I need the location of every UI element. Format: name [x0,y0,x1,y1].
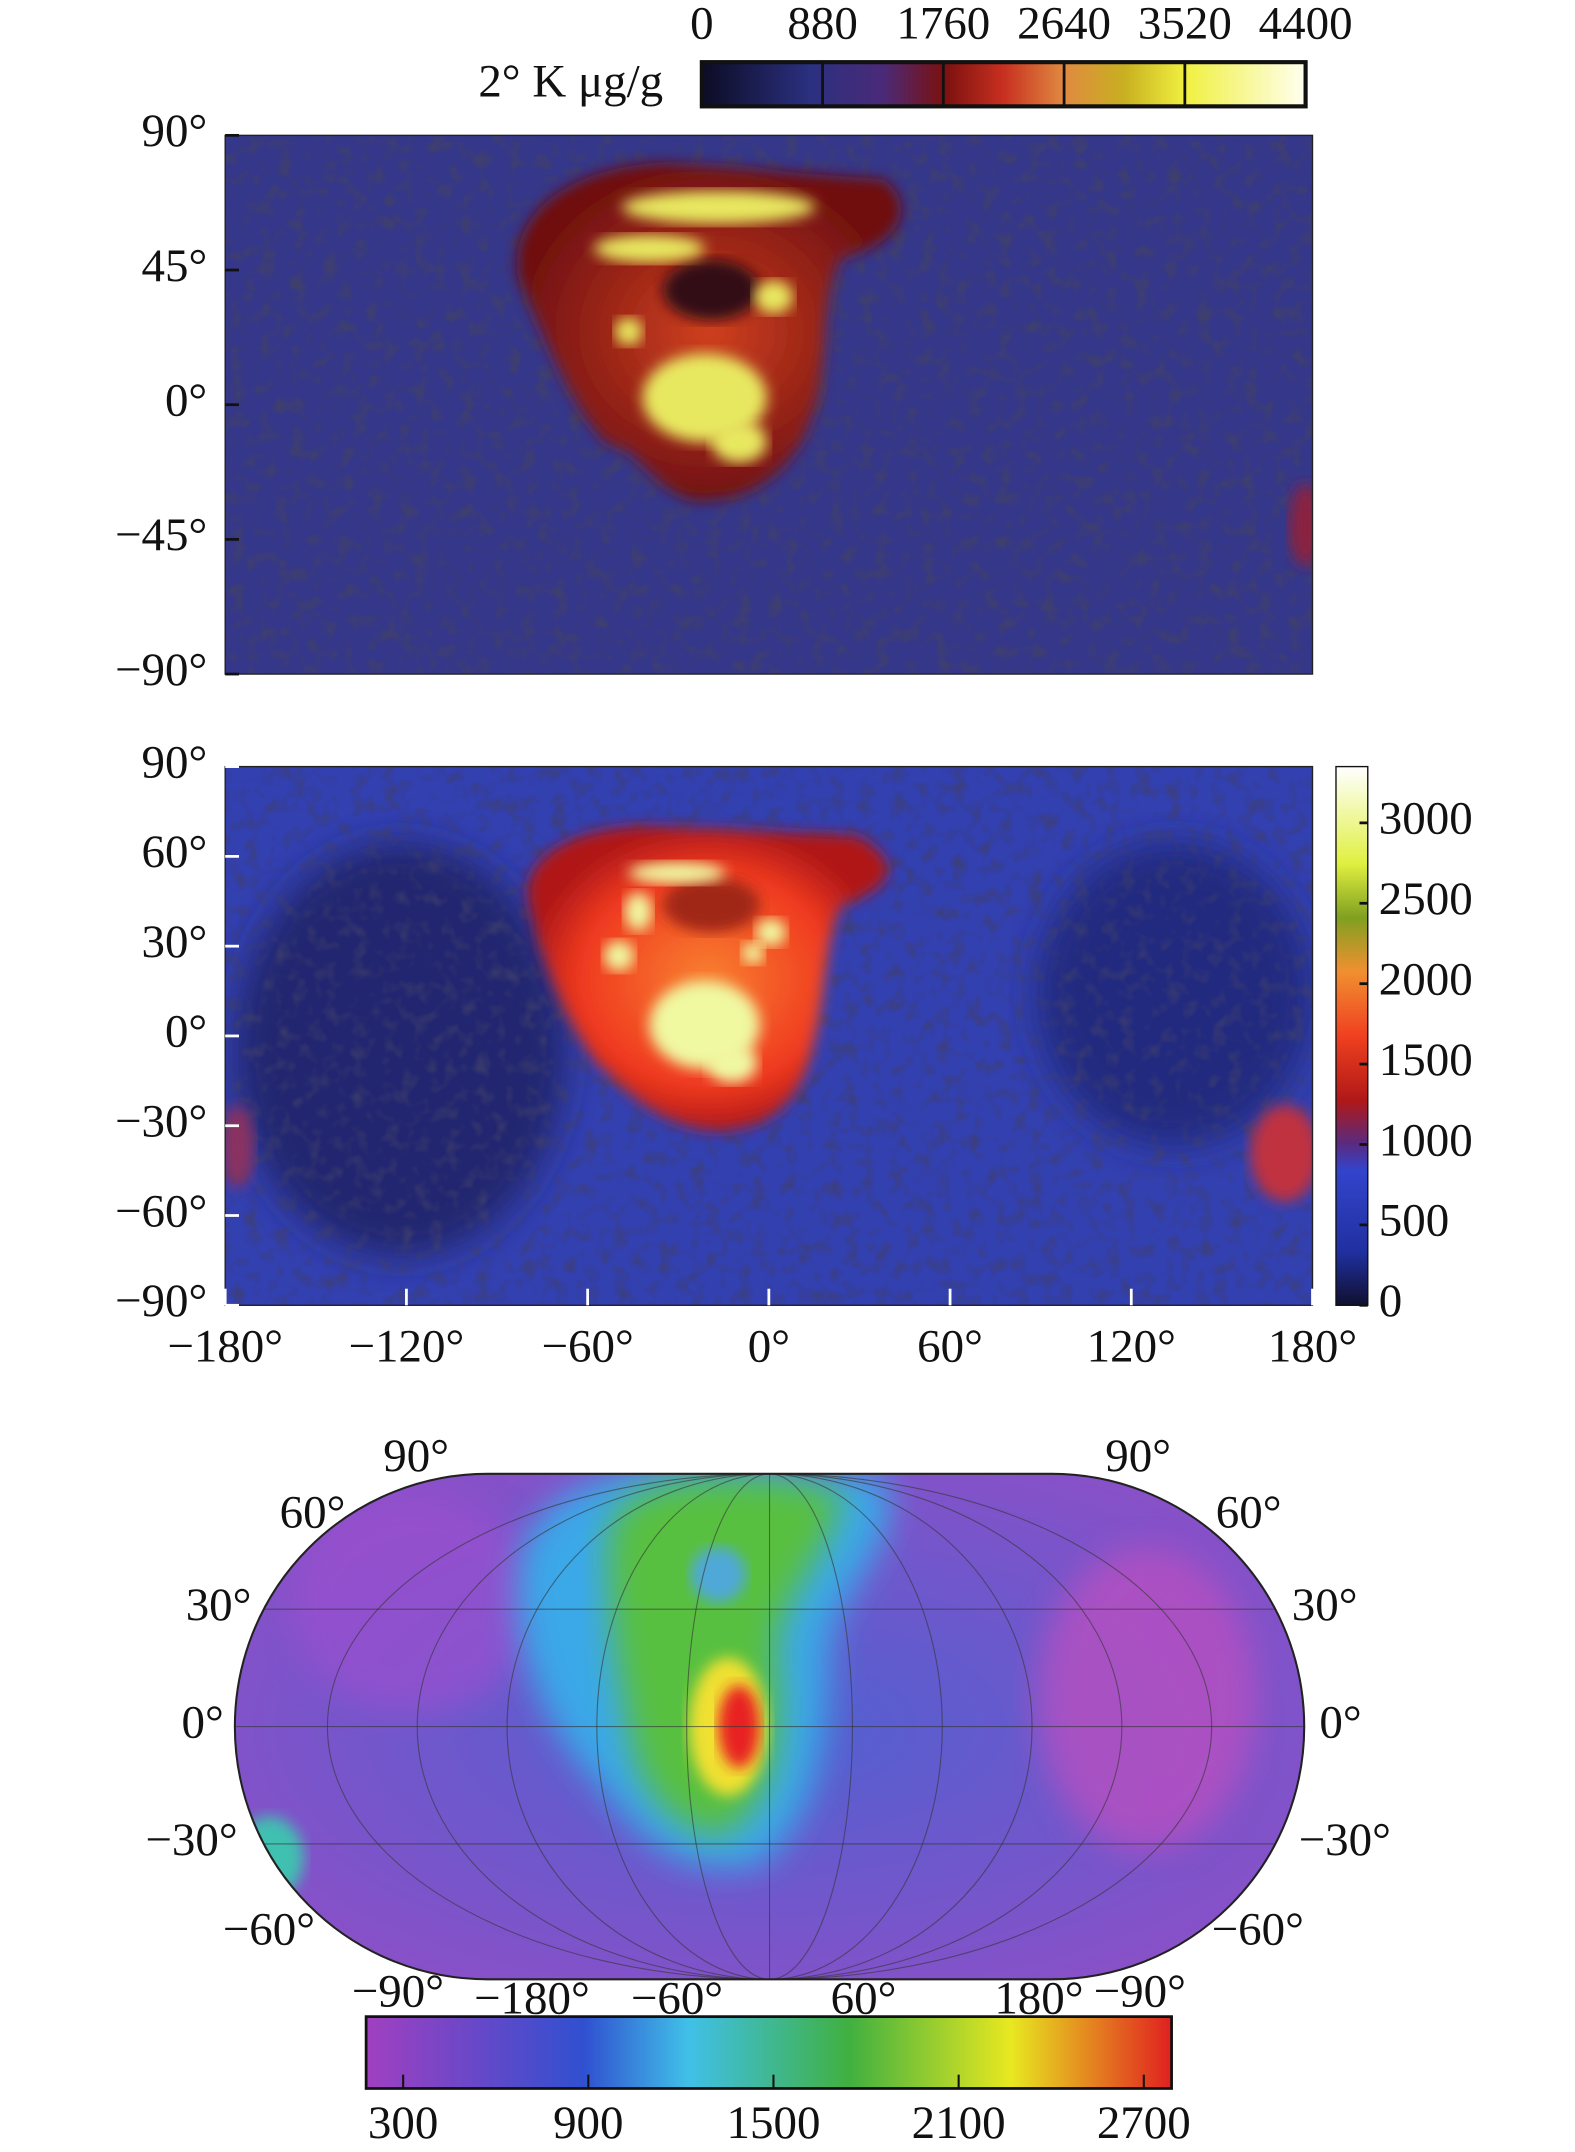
edge-glow [225,1105,255,1188]
colorbar-tick-label: 900 [553,2097,623,2149]
latitude-label: −30° [145,1814,237,1866]
colorbar-tick-label: 1760 [896,0,990,49]
colorbar [1335,765,1369,1306]
latitude-label: 30° [1292,1579,1358,1631]
y-tick-label: −60° [115,1185,207,1237]
bright-spot [621,190,816,224]
colorbar [699,60,1308,109]
colorbar-tick-label: 0 [1379,1275,1402,1327]
hot-region [527,825,888,1131]
bright-spot [624,892,653,931]
colorbar-tick-label: 2100 [912,2097,1006,2149]
meridian [416,1473,1123,1980]
bright-spot [741,942,765,965]
colorbar-tick-label: 1000 [1379,1114,1473,1166]
bright-spot [628,861,726,885]
x-tick-label: 120° [1087,1321,1176,1373]
bright-spot [614,317,643,346]
colorbar [364,2015,1173,2090]
colorbar-tick-label: 3000 [1379,793,1473,845]
colorbar-tick-label: 2500 [1379,873,1473,925]
latitude-label: −60° [223,1904,315,1956]
latitude-label: 60° [1216,1486,1282,1538]
x-tick-label: −180° [167,1321,283,1373]
colorbar-tick-label: 2700 [1097,2097,1191,2149]
longitude-label: −90° [1094,1966,1186,2018]
longitude-label: −90° [352,1966,444,2018]
meridian [506,1473,1033,1980]
bright-spot [707,1044,758,1083]
purple-region [290,1491,539,1713]
latitude-label: 90° [1105,1430,1171,1482]
colorbar-tick-label: 880 [787,0,857,49]
x-tick-label: −60° [542,1321,634,1373]
edge-glow [1250,1105,1313,1202]
latitude-label: 0° [1319,1696,1361,1748]
bright-spot [642,353,767,443]
x-tick-label: 180° [1268,1321,1357,1373]
latitude-label: 30° [186,1579,252,1631]
bright-spot [754,280,794,314]
x-tick-label: 0° [748,1321,790,1373]
colorbar-tick-label: 300 [368,2097,438,2149]
purple-region [1036,1547,1258,1851]
dark-basin [663,259,760,321]
green-region [607,1477,843,1838]
map-frame [233,1472,1306,1981]
bright-spot [755,918,787,947]
y-tick-label: 45° [141,240,207,292]
latitude-label: 60° [280,1486,346,1538]
y-tick-label: 0° [165,1006,207,1058]
dark-basin [663,877,760,933]
meridian [596,1473,943,1980]
y-tick-label: −45° [115,509,207,561]
colorbar-tick-label: 1500 [1379,1034,1473,1086]
bright-spot [594,234,705,263]
y-tick-label: 60° [141,826,207,878]
y-tick-label: −30° [115,1096,207,1148]
y-tick-label: 0° [165,374,207,426]
colorbar-tick-label: 2000 [1379,953,1473,1005]
cyan-corner [234,1816,304,1900]
colorbar-tick-label: 2640 [1017,0,1111,49]
colorbar-tick-label: 500 [1379,1195,1449,1247]
latitude-label: 0° [182,1696,224,1748]
bright-spot [603,940,635,972]
meridian [686,1473,853,1980]
y-tick-label: −90° [115,644,207,696]
latitude-label: 90° [383,1430,449,1482]
colorbar-tick-label: 3520 [1138,0,1232,49]
map-1 [225,135,1313,675]
map-3 [234,1473,1305,1980]
meridian [326,1473,1213,1980]
bright-spot [711,421,767,463]
latitude-label: −30° [1299,1814,1391,1866]
x-tick-label: −120° [349,1321,465,1373]
colorbar-label: 2° K μg/g [478,55,663,107]
y-tick-label: 90° [141,105,207,157]
y-tick-label: 90° [141,736,207,788]
y-tick-label: 30° [141,916,207,968]
colorbar-tick-label: 1500 [727,2097,821,2149]
map-2 [225,766,1313,1306]
edge-glow [1289,483,1313,567]
latitude-label: −60° [1212,1904,1304,1956]
x-tick-label: 60° [917,1321,983,1373]
blue-spot [690,1547,747,1603]
colorbar-tick-label: 0 [690,0,713,49]
y-tick-label: −90° [115,1275,207,1327]
colorbar-tick-label: 4400 [1259,0,1353,49]
